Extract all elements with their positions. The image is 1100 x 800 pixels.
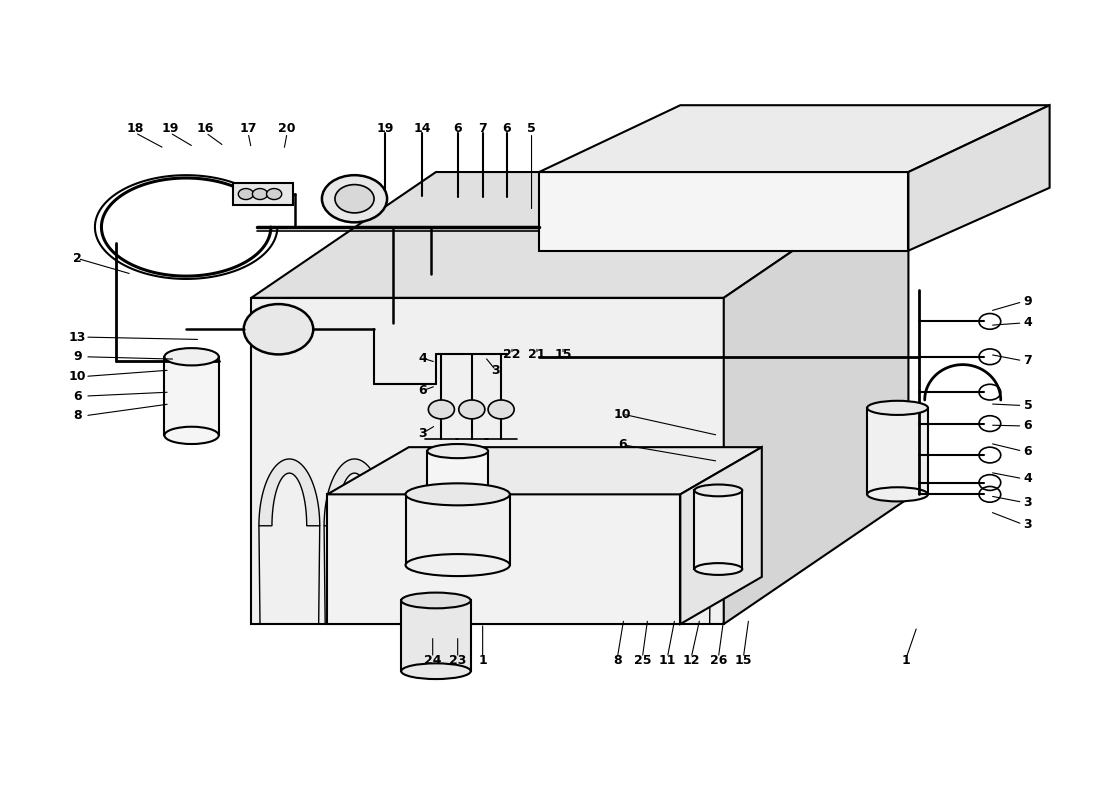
Polygon shape	[328, 447, 762, 494]
Bar	[164, 357, 219, 435]
Text: 20: 20	[278, 122, 296, 135]
Text: 16: 16	[197, 122, 215, 135]
Polygon shape	[909, 106, 1049, 250]
Text: 3: 3	[1024, 518, 1032, 530]
Text: 6: 6	[618, 438, 627, 451]
Circle shape	[266, 189, 282, 199]
Bar	[694, 490, 743, 569]
Text: 4: 4	[1023, 317, 1032, 330]
Ellipse shape	[867, 487, 928, 502]
Circle shape	[239, 189, 253, 199]
Text: 21: 21	[528, 348, 546, 361]
Polygon shape	[389, 459, 450, 526]
Text: 6: 6	[1024, 445, 1032, 458]
Polygon shape	[525, 459, 586, 526]
Text: 19: 19	[376, 122, 394, 135]
Circle shape	[322, 175, 387, 222]
Text: 25: 25	[634, 654, 651, 667]
Ellipse shape	[402, 593, 471, 608]
Polygon shape	[324, 459, 385, 526]
Text: 10: 10	[69, 370, 86, 383]
Polygon shape	[650, 459, 711, 526]
Text: 23: 23	[449, 654, 466, 667]
Circle shape	[488, 400, 514, 419]
Text: 4: 4	[419, 352, 427, 365]
Circle shape	[459, 400, 485, 419]
Polygon shape	[454, 459, 515, 526]
Ellipse shape	[406, 554, 509, 576]
Ellipse shape	[164, 426, 219, 444]
Polygon shape	[724, 172, 909, 624]
Bar	[867, 408, 928, 494]
Circle shape	[244, 304, 314, 354]
Text: 15: 15	[554, 348, 572, 361]
Ellipse shape	[402, 663, 471, 679]
Text: 6: 6	[419, 384, 427, 397]
Text: 5: 5	[1023, 399, 1032, 412]
Bar	[427, 451, 488, 494]
Text: 13: 13	[69, 330, 86, 344]
Text: 17: 17	[240, 122, 256, 135]
Text: 12: 12	[682, 654, 700, 667]
Text: 22: 22	[503, 348, 520, 361]
Text: 9: 9	[74, 350, 81, 363]
Ellipse shape	[406, 483, 509, 506]
Text: 7: 7	[1023, 354, 1032, 367]
Text: 11: 11	[659, 654, 676, 667]
Bar	[406, 494, 509, 565]
Polygon shape	[591, 459, 651, 526]
Polygon shape	[251, 172, 909, 298]
Text: 3: 3	[492, 364, 500, 377]
Text: 9: 9	[1024, 295, 1032, 308]
Text: 1: 1	[478, 654, 487, 667]
Text: 8: 8	[74, 410, 81, 422]
Ellipse shape	[427, 444, 488, 458]
Text: 2: 2	[74, 252, 81, 265]
Text: 18: 18	[126, 122, 144, 135]
Text: 7: 7	[478, 122, 487, 135]
Polygon shape	[539, 172, 909, 250]
Text: 4: 4	[1023, 472, 1032, 485]
Polygon shape	[258, 459, 320, 526]
Text: 6: 6	[74, 390, 81, 402]
Text: 6: 6	[1024, 419, 1032, 433]
Circle shape	[428, 400, 454, 419]
Ellipse shape	[694, 563, 743, 575]
Polygon shape	[251, 298, 724, 624]
Text: 1: 1	[902, 654, 911, 667]
Bar	[402, 601, 471, 671]
Text: 8: 8	[613, 654, 621, 667]
Text: 10: 10	[614, 408, 631, 421]
Bar	[233, 183, 293, 205]
Text: 15: 15	[735, 654, 752, 667]
Ellipse shape	[694, 485, 743, 496]
Text: 14: 14	[414, 122, 430, 135]
Ellipse shape	[164, 348, 219, 366]
Text: 19: 19	[162, 122, 178, 135]
Text: 3: 3	[419, 426, 427, 439]
Text: 6: 6	[503, 122, 510, 135]
Text: 24: 24	[424, 654, 441, 667]
Polygon shape	[328, 494, 680, 624]
Polygon shape	[539, 106, 1049, 172]
Circle shape	[252, 189, 267, 199]
Circle shape	[336, 185, 374, 213]
Text: 3: 3	[1024, 496, 1032, 509]
Ellipse shape	[867, 401, 928, 415]
Polygon shape	[680, 447, 762, 624]
Text: 6: 6	[453, 122, 462, 135]
Text: 26: 26	[710, 654, 727, 667]
Text: 5: 5	[527, 122, 536, 135]
